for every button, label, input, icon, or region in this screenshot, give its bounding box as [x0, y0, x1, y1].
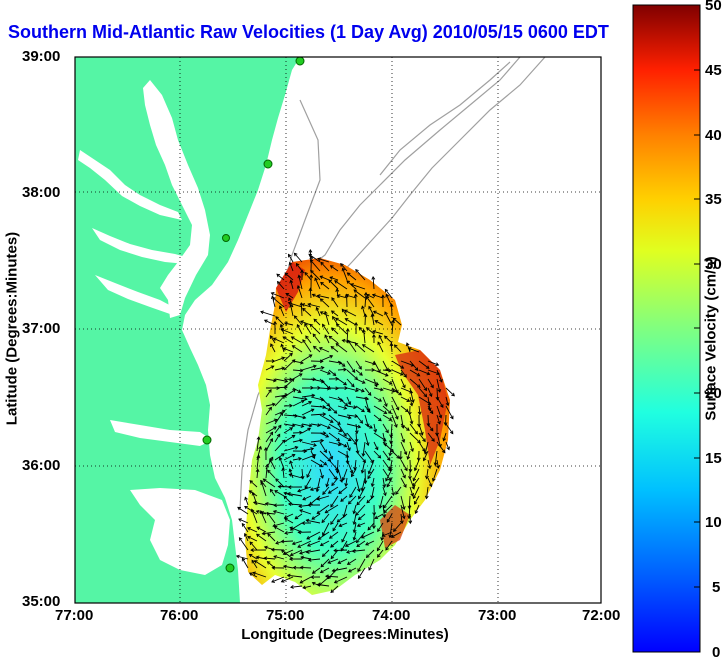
colorbar-tick-label: 50 [705, 0, 722, 14]
velocity-arrow [365, 314, 366, 325]
colorbar-tick-label: 35 [705, 191, 722, 208]
colorbar-tick-label: 15 [705, 450, 722, 467]
y-axis-label: Latitude (Degrees:Minutes) [4, 199, 21, 459]
station-marker[interactable] [223, 235, 230, 242]
colorbar-tick-label: 0 [712, 644, 720, 661]
velocity-arrow [281, 541, 293, 542]
station-marker[interactable] [226, 564, 234, 572]
colorbar [633, 5, 700, 652]
colorbar-tick-label: 5 [712, 579, 720, 596]
velocity-arrow [301, 567, 311, 568]
y-tick-label: 36:00 [22, 457, 60, 474]
velocity-arrow [446, 415, 447, 425]
x-tick-label: 73:00 [478, 607, 516, 624]
colorbar-title: Surface Velocity (cm/s) [703, 229, 720, 449]
station-marker[interactable] [203, 436, 211, 444]
x-axis-label: Longitude (Degrees:Minutes) [200, 626, 490, 643]
x-tick-label: 75:00 [266, 607, 304, 624]
colorbar-tick-label: 45 [705, 62, 722, 79]
colorbar-tick-label: 10 [705, 514, 722, 531]
colorbar-tick-label: 40 [705, 127, 722, 144]
velocity-arrow [334, 550, 347, 551]
x-tick-label: 74:00 [372, 607, 410, 624]
velocity-arrow [365, 469, 366, 483]
station-marker[interactable] [296, 57, 304, 65]
station-marker[interactable] [264, 160, 272, 168]
y-tick-label: 37:00 [22, 320, 60, 337]
y-tick-label: 38:00 [22, 184, 60, 201]
x-tick-label: 77:00 [55, 607, 93, 624]
x-tick-label: 72:00 [582, 607, 620, 624]
y-tick-label: 39:00 [22, 48, 60, 65]
x-tick-label: 76:00 [160, 607, 198, 624]
velocity-arrow [337, 460, 338, 473]
